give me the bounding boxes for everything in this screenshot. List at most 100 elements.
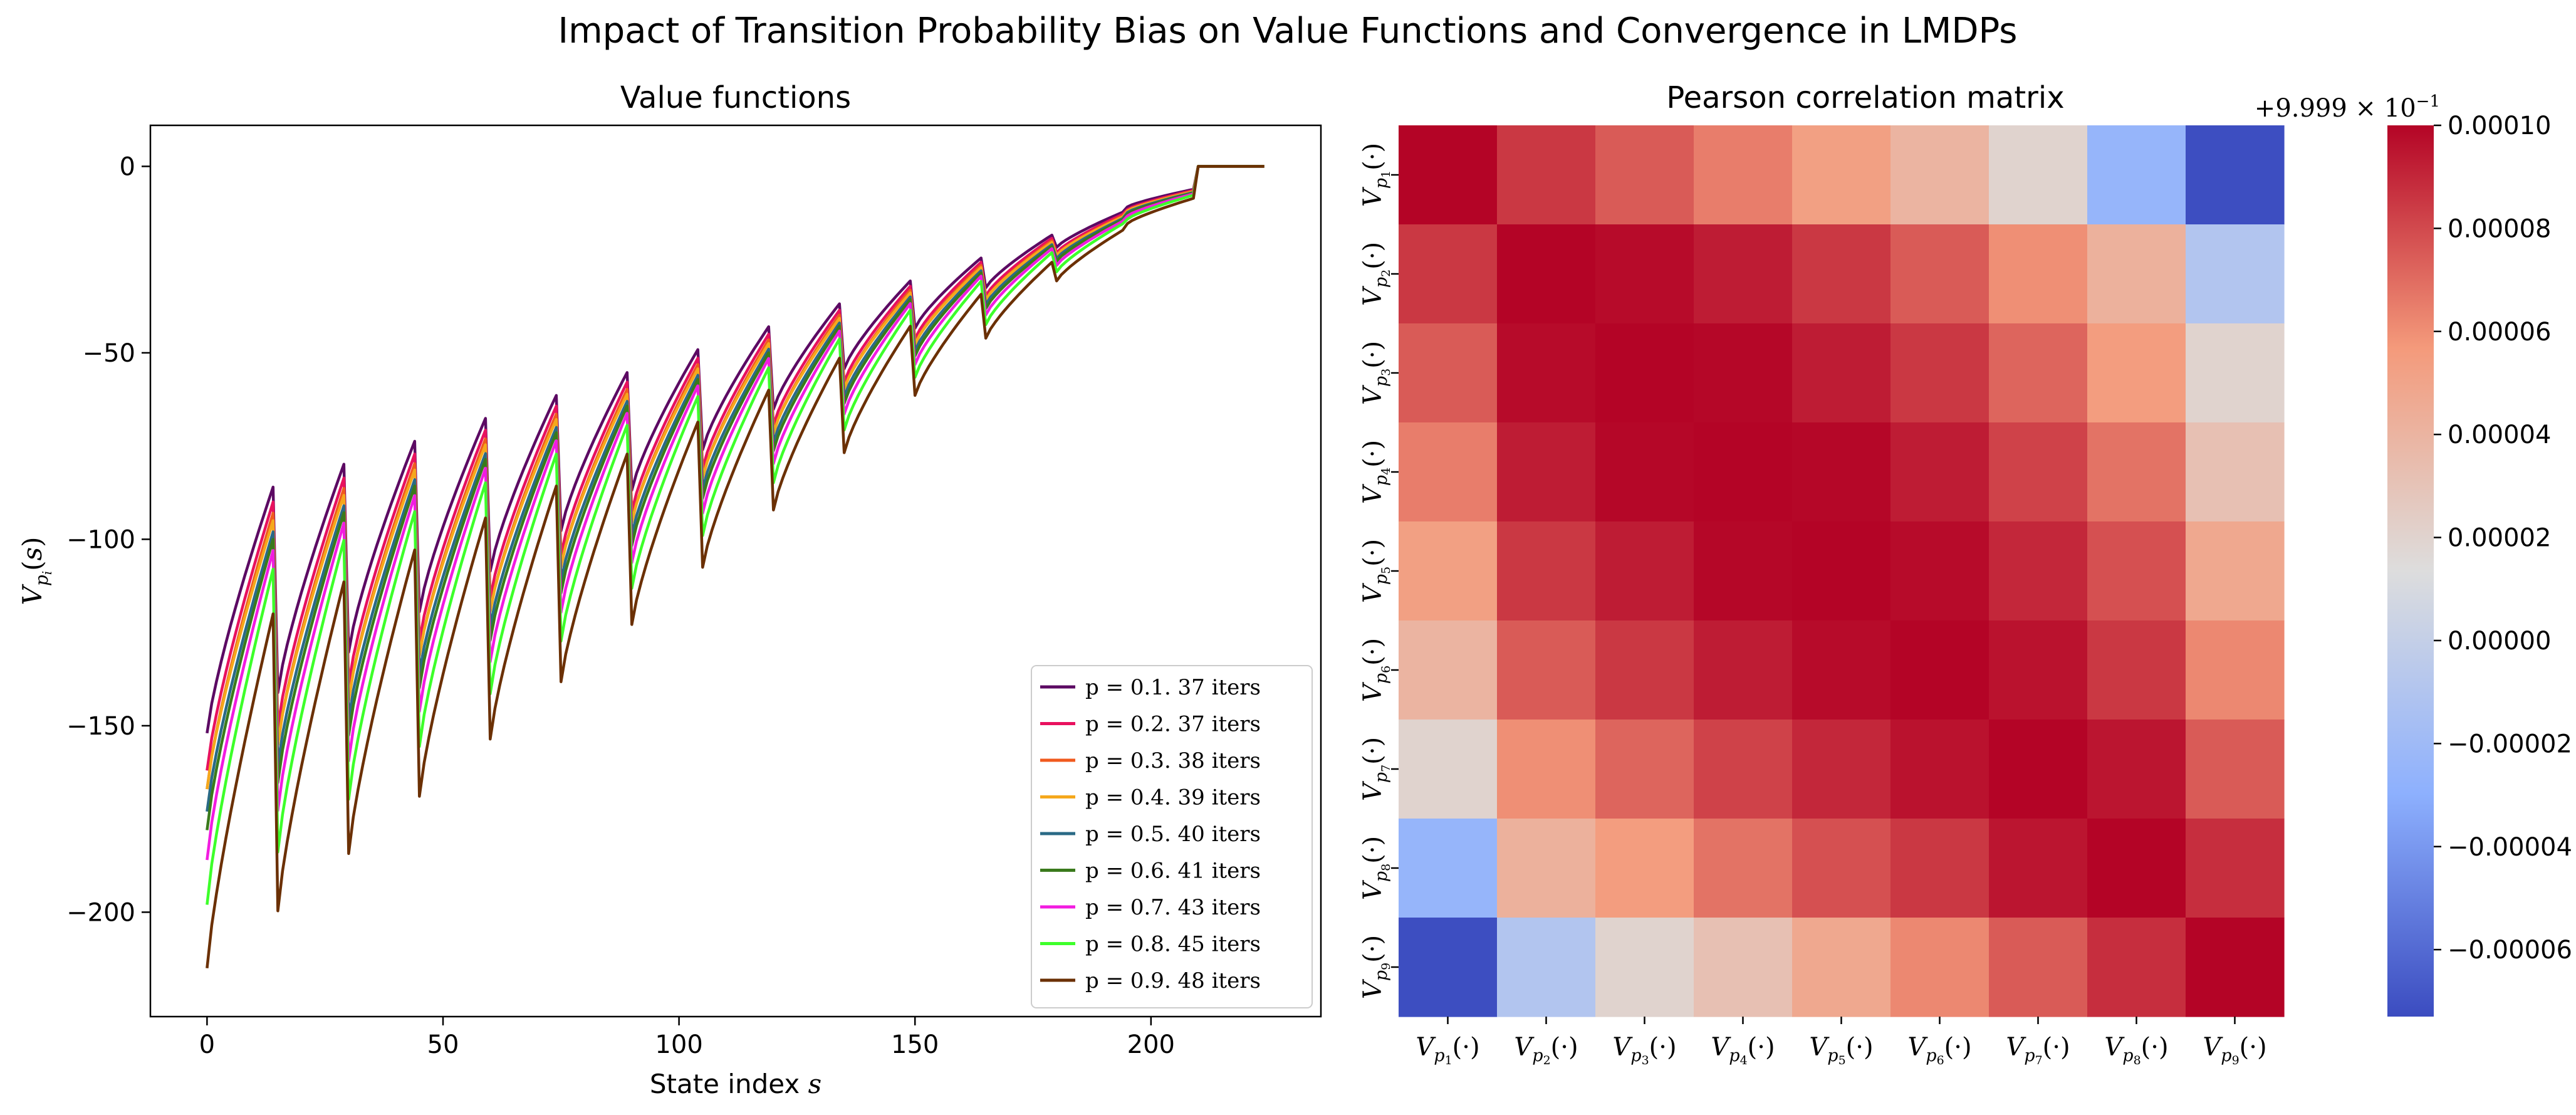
colorbar-tick-label: −0.00006: [2448, 936, 2572, 965]
heatmap-col-label: Vp8(·): [2104, 1033, 2168, 1067]
heatmap-cell-4-6: [1890, 422, 1989, 522]
heatmap-cell-6-6: [1890, 620, 1989, 720]
colorbar-tick-label: 0.00006: [2448, 318, 2551, 347]
heatmap-cell-3-5: [1792, 323, 1891, 423]
heatmap-row-label: Vp7(·): [1358, 737, 1393, 801]
heatmap-cell-9-3: [1595, 918, 1694, 1017]
heatmap-cell-6-4: [1694, 620, 1793, 720]
x-tick-label: 100: [655, 1030, 702, 1059]
heatmap-cell-1-1: [1399, 125, 1498, 225]
heatmap-cell-2-1: [1399, 224, 1498, 324]
heatmap-cell-8-4: [1694, 819, 1793, 918]
legend-label: p = 0.9. 48 iters: [1085, 968, 1261, 993]
legend-label: p = 0.8. 45 iters: [1085, 932, 1261, 957]
heatmap-cell-5-7: [1989, 521, 2088, 621]
y-tick-label: 0: [120, 152, 135, 181]
heatmap-cell-4-1: [1399, 422, 1498, 522]
heatmap-cell-3-2: [1497, 323, 1596, 423]
heatmap-cell-7-5: [1792, 720, 1891, 819]
colorbar-tick-label: 0.00010: [2448, 112, 2551, 140]
series-line-p0.5: [206, 165, 1265, 812]
heatmap-cell-2-6: [1890, 224, 1989, 324]
y-tick-label: −200: [66, 898, 135, 927]
heatmap-cell-1-6: [1890, 125, 1989, 225]
heatmap-cell-9-7: [1989, 918, 2088, 1017]
heatmap-cell-2-8: [2087, 224, 2186, 324]
legend-label: p = 0.7. 43 iters: [1085, 895, 1261, 920]
legend-box: [1031, 665, 1313, 1008]
heatmap-cell-5-8: [2087, 521, 2186, 621]
heatmap-cell-6-5: [1792, 620, 1891, 720]
heatmap-cell-7-1: [1399, 720, 1498, 819]
heatmap-cell-6-1: [1399, 620, 1498, 720]
x-tick-label: 150: [891, 1030, 939, 1059]
heatmap-col-label: Vp7(·): [2006, 1033, 2070, 1067]
legend-label: p = 0.2. 37 iters: [1085, 712, 1261, 737]
y-tick-label: −50: [83, 339, 135, 368]
legend-label: p = 0.1. 37 iters: [1085, 675, 1261, 700]
x-tick-label: 50: [427, 1030, 459, 1059]
heatmap-row-label: Vp1(·): [1358, 143, 1393, 207]
legend-label: p = 0.5. 40 iters: [1085, 822, 1261, 847]
legend-label: p = 0.3. 38 iters: [1085, 748, 1261, 773]
series-line-p0.2: [206, 165, 1265, 771]
heatmap-cell-8-5: [1792, 819, 1891, 918]
colorbar-ticks: 0.00010 0.00008 0.00006 0.00004 0.00002 0.000…: [2434, 112, 2572, 965]
heatmap-cell-8-2: [1497, 819, 1596, 918]
heatmap-cell-6-9: [2186, 620, 2285, 720]
colorbar-tick-label: 0.00004: [2448, 421, 2551, 449]
heatmap-title: Pearson correlation matrix: [1666, 80, 2064, 115]
heatmap-cell-1-7: [1989, 125, 2088, 225]
y-tick-label: −150: [66, 712, 135, 741]
line-chart-title: Value functions: [620, 80, 851, 115]
y-tick-label: −100: [66, 525, 135, 554]
heatmap-cell-8-6: [1890, 819, 1989, 918]
heatmap-cell-1-2: [1497, 125, 1596, 225]
colorbar-tick-label: 0.00008: [2448, 214, 2551, 243]
heatmap-row-label: Vp2(·): [1358, 242, 1393, 306]
series-line-p0.1: [206, 165, 1265, 734]
legend-label: p = 0.6. 41 iters: [1085, 859, 1261, 884]
colorbar-tick-label: −0.00002: [2448, 730, 2572, 758]
figure-title: Impact of Transition Probability Bias on…: [558, 11, 2018, 51]
line-axes-frame: [149, 124, 1322, 1018]
colorbar-tick-label: 0.00000: [2448, 627, 2551, 656]
heatmap-cell-6-7: [1989, 620, 2088, 720]
heatmap-cell-9-5: [1792, 918, 1891, 1017]
heatmap-col-label: Vp4(·): [1711, 1033, 1775, 1067]
heatmap-cell-1-9: [2186, 125, 2285, 225]
heatmap-cell-8-9: [2186, 819, 2285, 918]
heatmap-cell-8-1: [1399, 819, 1498, 918]
heatmap-cell-5-9: [2186, 521, 2285, 621]
colorbar-tick-label: 0.00002: [2448, 524, 2551, 553]
heatmap-cell-7-7: [1989, 720, 2088, 819]
colorbar-offset-label: +9.999 × 10−1: [2255, 92, 2440, 123]
heatmap-cell-8-8: [2087, 819, 2186, 918]
heatmap-row-label: Vp4(·): [1358, 440, 1393, 504]
series-line-p0.9: [206, 165, 1265, 968]
heatmap-row-label: Vp8(·): [1358, 836, 1393, 900]
heatmap-col-label: Vp9(·): [2203, 1033, 2266, 1067]
heatmap-cell-6-8: [2087, 620, 2186, 720]
heatmap-cell-7-8: [2087, 720, 2186, 819]
heatmap-cell-4-9: [2186, 422, 2285, 522]
heatmap-cell-9-6: [1890, 918, 1989, 1017]
line-y-axis-label: Vpi(s): [17, 537, 55, 605]
heatmap-col-label: Vp1(·): [1416, 1033, 1479, 1067]
heatmap-cell-1-8: [2087, 125, 2186, 225]
heatmap-cell-9-8: [2087, 918, 2186, 1017]
legend: p = 0.1. 37 iters p = 0.2. 37 iters p = 0.…: [1031, 665, 1313, 1008]
heatmap-cell-7-4: [1694, 720, 1793, 819]
heatmap-col-label: Vp2(·): [1514, 1033, 1578, 1067]
heatmap-row-label: Vp6(·): [1358, 638, 1393, 702]
heatmap-cell-6-2: [1497, 620, 1596, 720]
heatmap-cell-3-1: [1399, 323, 1498, 423]
heatmap-cells: [1399, 125, 2285, 1017]
correlation-heatmap: Pearson correlation matrix Vp1(·) Vp2(·) V…: [1358, 80, 2572, 1067]
heatmap-col-label: Vp3(·): [1612, 1033, 1676, 1067]
heatmap-cell-2-9: [2186, 224, 2285, 324]
series-line-p0.4: [206, 165, 1265, 790]
heatmap-cell-5-4: [1694, 521, 1793, 621]
heatmap-cell-4-2: [1497, 422, 1596, 522]
